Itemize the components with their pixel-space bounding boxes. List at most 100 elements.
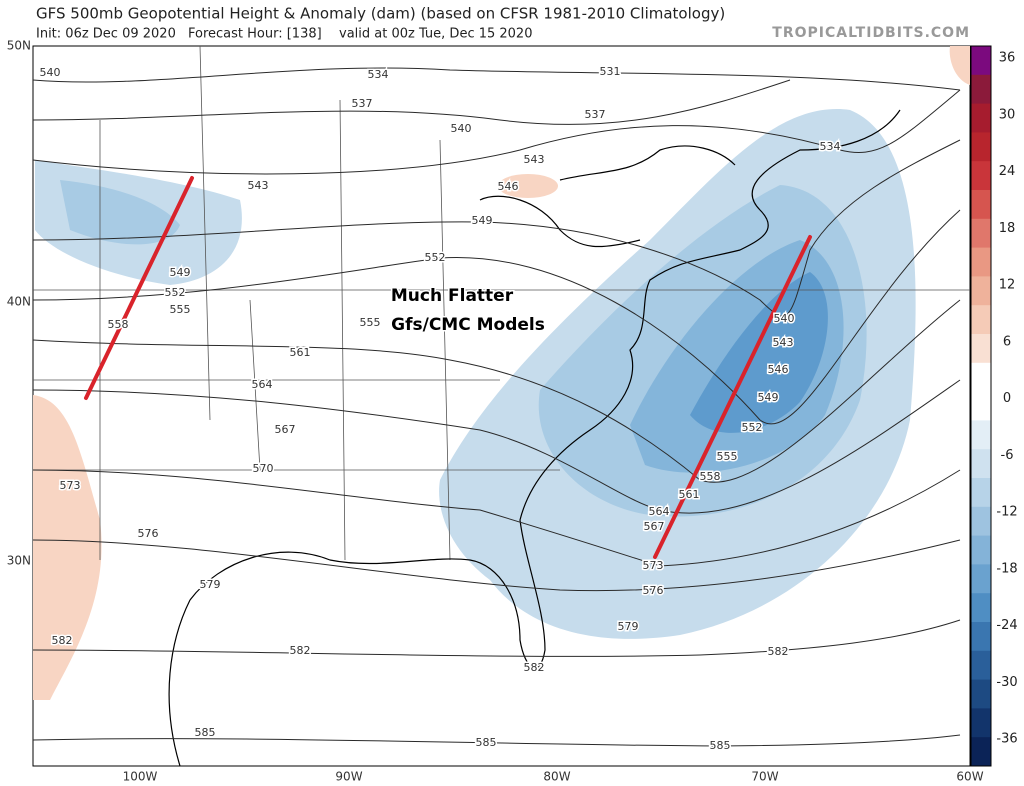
anomaly-positive bbox=[498, 174, 558, 198]
colorbar-label: 18 bbox=[999, 221, 1016, 236]
contour-label: 576 bbox=[138, 527, 159, 540]
longitude-label: 60W bbox=[956, 770, 983, 784]
colorbar-label: -18 bbox=[996, 561, 1017, 576]
colorbar-segment bbox=[971, 305, 991, 335]
longitude-label: 70W bbox=[751, 770, 778, 784]
colorbar-segment bbox=[971, 46, 991, 76]
contour-label: 552 bbox=[165, 286, 186, 299]
latitude-label: 40N bbox=[7, 295, 31, 309]
colorbar-segment bbox=[971, 103, 991, 133]
anomaly-negative bbox=[60, 180, 180, 245]
init-time: Init: 06z Dec 09 2020 bbox=[36, 27, 176, 42]
anomaly-negative bbox=[690, 272, 828, 433]
colorbar-segment bbox=[971, 218, 991, 249]
colorbar-segment bbox=[971, 506, 991, 537]
colorbar-segment bbox=[971, 190, 991, 220]
anomaly-positive bbox=[949, 46, 970, 85]
contour-label: 582 bbox=[52, 634, 73, 647]
contour-label: 561 bbox=[679, 488, 700, 501]
colorbar-segment bbox=[971, 334, 991, 364]
contour-label: 540 bbox=[40, 66, 61, 79]
contour-label: 555 bbox=[170, 303, 191, 316]
contour-label: 549 bbox=[170, 266, 191, 279]
colorbar-segment bbox=[971, 478, 991, 508]
colorbar-segment bbox=[971, 420, 991, 450]
colorbar-segment bbox=[971, 449, 991, 479]
contour-label: 531 bbox=[600, 65, 621, 78]
contour-label: 543 bbox=[524, 153, 545, 166]
colorbar-label: 6 bbox=[1003, 334, 1011, 349]
colorbar-segment bbox=[971, 132, 991, 162]
contour-label: 558 bbox=[700, 470, 721, 483]
contour-label: 585 bbox=[195, 726, 216, 739]
contour-label: 534 bbox=[368, 68, 389, 81]
axis-labels: 50N 40N 30N 100W 90W 80W 70W 60W bbox=[7, 39, 984, 784]
contour-label: 555 bbox=[360, 316, 381, 329]
colorbar-segment bbox=[971, 161, 991, 191]
contour-label: 567 bbox=[275, 423, 296, 436]
contour-label: 546 bbox=[498, 180, 519, 193]
longitude-label: 90W bbox=[335, 770, 362, 784]
contour-label: 537 bbox=[585, 108, 606, 121]
contour-label: 543 bbox=[773, 336, 794, 349]
colorbar-label: -36 bbox=[996, 732, 1017, 747]
contour-label: 585 bbox=[476, 736, 497, 749]
colorbar-segment bbox=[971, 622, 991, 652]
forecast-hour: Forecast Hour: [138] bbox=[188, 27, 322, 42]
contour-label: 582 bbox=[290, 644, 311, 657]
contour-label: 549 bbox=[472, 214, 493, 227]
colorbar-segment bbox=[971, 276, 991, 306]
contour-label: 579 bbox=[200, 578, 221, 591]
contour-label: 573 bbox=[60, 479, 81, 492]
valid-time: valid at 00z Tue, Dec 15 2020 bbox=[339, 27, 532, 42]
contour-label: 540 bbox=[451, 122, 472, 135]
trough-axis bbox=[653, 235, 812, 559]
colorbar-label: 24 bbox=[999, 164, 1016, 179]
colorbar-segment bbox=[971, 362, 991, 393]
colorbar-label: 12 bbox=[999, 278, 1016, 293]
contour-label: 543 bbox=[248, 179, 269, 192]
contour-label: 579 bbox=[618, 620, 639, 633]
colorbar-label: 30 bbox=[999, 107, 1016, 122]
contour-label: 570 bbox=[253, 462, 274, 475]
colorbar-segment bbox=[971, 708, 991, 738]
contour-label: 552 bbox=[425, 251, 446, 264]
colorbar-label: -30 bbox=[996, 675, 1017, 690]
contour-label: 549 bbox=[758, 391, 779, 404]
contour-label: 552 bbox=[742, 421, 763, 434]
contour-label: 546 bbox=[768, 363, 789, 376]
contour-label: 564 bbox=[649, 505, 670, 518]
colorbar-frame bbox=[970, 45, 992, 767]
colorbar-label: 0 bbox=[1003, 391, 1011, 406]
colorbar-label: -24 bbox=[996, 618, 1017, 633]
map-area bbox=[32, 45, 971, 767]
colorbar-label: -6 bbox=[1001, 448, 1014, 463]
contour-labels: 540 534 531 537 537 540 534 543 546 543 549 552 549 5… bbox=[38, 64, 842, 754]
latitude-label: 30N bbox=[7, 554, 31, 568]
colorbar-segment bbox=[971, 679, 991, 709]
trough-axis bbox=[84, 176, 194, 400]
colorbar-label: -12 bbox=[996, 505, 1017, 520]
annotation: Gfs/CMC Models bbox=[391, 315, 545, 335]
colorbar-segment bbox=[971, 564, 991, 594]
latitude-label: 50N bbox=[7, 39, 31, 53]
contour-label: 582 bbox=[524, 661, 545, 674]
contour-label: 534 bbox=[820, 140, 841, 153]
colorbar-label: 36 bbox=[999, 51, 1016, 66]
colorbar-segment bbox=[971, 247, 991, 277]
contour-label: 558 bbox=[108, 318, 129, 331]
colorbar-segment bbox=[971, 74, 991, 105]
contour-label: 555 bbox=[717, 450, 738, 463]
colorbar-segment bbox=[971, 650, 991, 681]
longitude-label: 100W bbox=[123, 770, 158, 784]
contour-label: 564 bbox=[252, 378, 273, 391]
longitude-label: 80W bbox=[543, 770, 570, 784]
contour-label: 573 bbox=[643, 559, 664, 572]
contour-label: 540 bbox=[774, 312, 795, 325]
contour-label: 585 bbox=[710, 739, 731, 752]
watermark: TROPICALTIDBITS.COM bbox=[772, 25, 970, 41]
colorbar-segment bbox=[971, 593, 991, 623]
colorbar-segment bbox=[971, 391, 991, 421]
